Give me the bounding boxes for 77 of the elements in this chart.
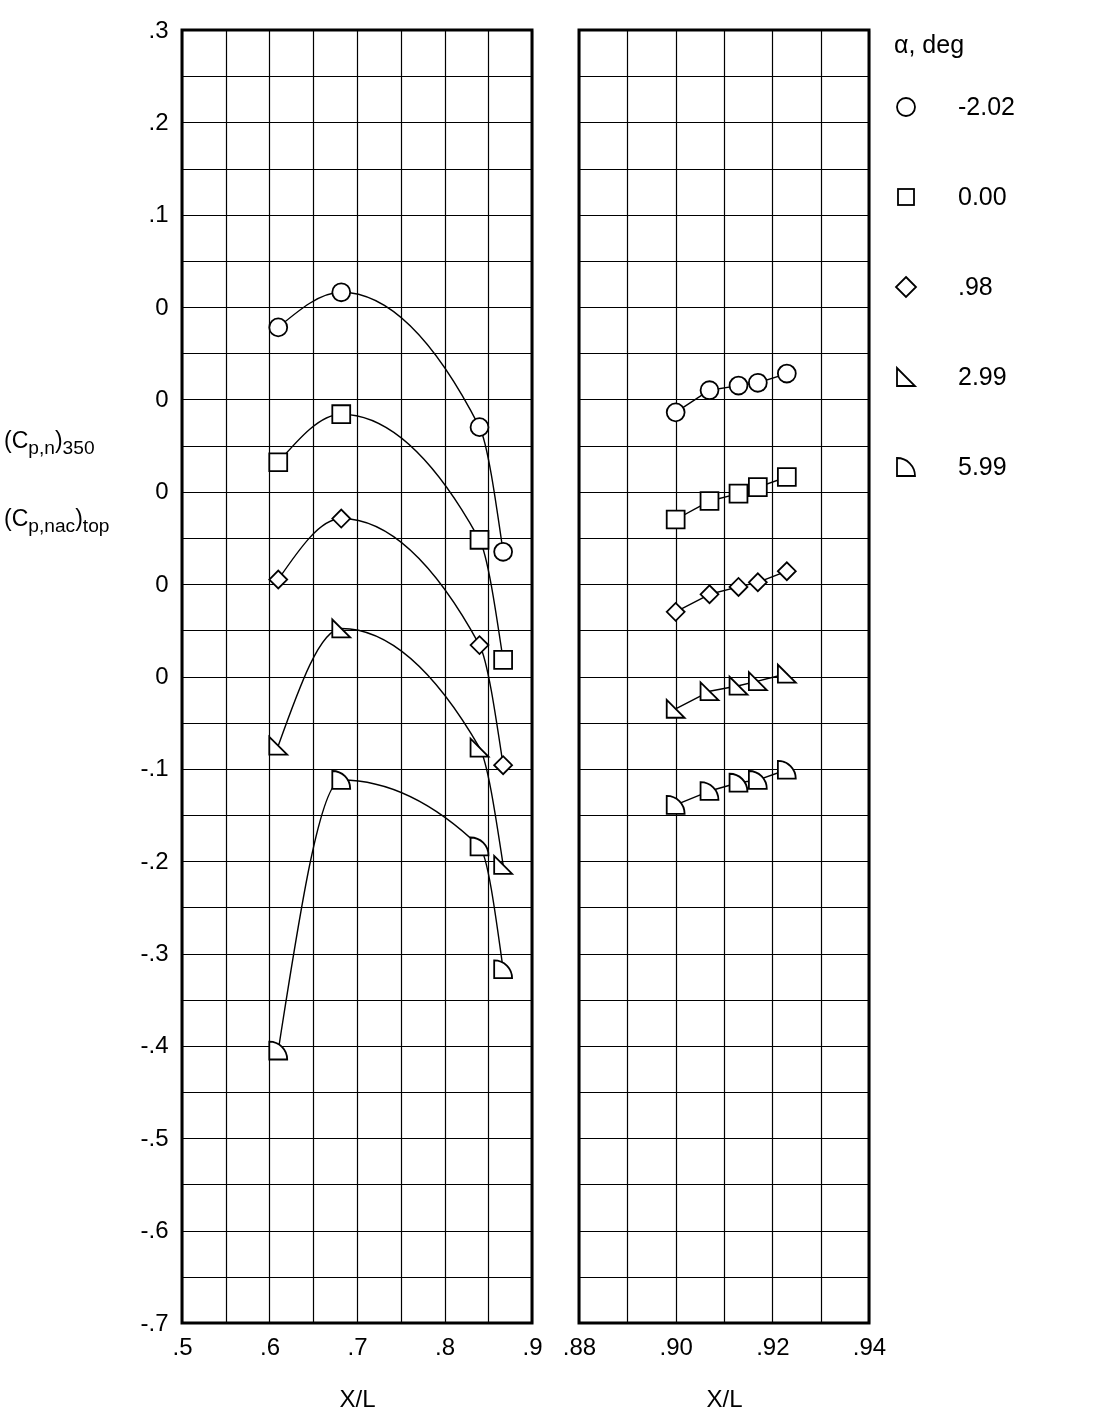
x-tick-label: .88: [562, 1332, 597, 1360]
y-tick-label: -.4: [140, 1031, 169, 1059]
point: [776, 759, 797, 780]
x-tick-label: .5: [172, 1332, 193, 1360]
y-tick-label: -.1: [140, 754, 169, 782]
point: [699, 491, 720, 511]
point: [776, 467, 797, 487]
point: [493, 855, 513, 875]
legend-label: 5.99: [958, 452, 1007, 481]
y2-tick-label: .1: [148, 200, 169, 228]
x-tick-label: .92: [756, 1332, 790, 1360]
x-tick-label: .6: [259, 1332, 281, 1360]
point: [665, 795, 686, 815]
point: [747, 671, 768, 691]
point: [776, 363, 797, 384]
y-tick-label: 0: [155, 292, 169, 320]
point: [728, 375, 749, 396]
x-axis-title: X/L: [706, 1384, 743, 1411]
y-tick-label: 0: [155, 662, 169, 689]
point: [747, 372, 768, 393]
x-tick-label: .94: [852, 1332, 887, 1360]
point: [268, 452, 289, 473]
point: [469, 529, 490, 550]
x-axis-title: X/L: [339, 1384, 376, 1411]
point: [728, 772, 749, 793]
point: [665, 402, 686, 423]
legend-label: 2.99: [958, 362, 1007, 391]
y-tick-label: -.2: [140, 846, 169, 874]
y-tick-label: 0: [155, 477, 169, 505]
point: [699, 681, 720, 702]
legend-label: -2.02: [958, 92, 1015, 121]
point: [493, 650, 513, 670]
point: [747, 770, 768, 790]
point: [268, 317, 289, 338]
x-tick-label: .8: [434, 1332, 456, 1360]
point: [747, 477, 768, 498]
point: [776, 663, 797, 684]
point: [747, 572, 768, 593]
point: [268, 1040, 289, 1061]
x-tick-label: .7: [347, 1332, 368, 1360]
point: [469, 635, 490, 655]
point: [699, 781, 720, 801]
point: [665, 602, 686, 622]
legend-title: α, deg: [894, 30, 966, 59]
x-tick-label: .9: [522, 1332, 543, 1360]
point: [331, 404, 352, 425]
legend-label: 0.00: [958, 182, 1007, 211]
point: [331, 282, 352, 303]
point: [331, 770, 352, 790]
legend-label: .98: [958, 272, 993, 301]
point: [268, 735, 289, 756]
point: [331, 618, 352, 639]
point: [728, 577, 749, 597]
y-tick-label: 0: [155, 384, 169, 412]
y-tick-label: -.6: [140, 1216, 169, 1244]
y-tick-label: 0: [155, 569, 169, 597]
point: [699, 584, 720, 605]
y2-tick-label: .2: [148, 107, 169, 135]
y-tick-label: -.3: [140, 939, 169, 967]
point: [493, 755, 513, 776]
point: [728, 675, 749, 696]
point: [469, 417, 490, 437]
point: [728, 483, 749, 504]
point: [776, 561, 797, 582]
point: [331, 508, 352, 529]
y-tick-label: -.7: [140, 1308, 169, 1336]
point: [493, 541, 513, 562]
text: (C$_{p,n}$)$_{350}$ (C$_{p,nac}$)$_{top}$: [4, 427, 110, 536]
point: [665, 509, 686, 530]
point: [665, 698, 686, 719]
y2-tick-label: .3: [148, 15, 169, 43]
point: [469, 836, 490, 857]
point: [493, 959, 513, 980]
y-tick-label: -.5: [140, 1123, 169, 1151]
point: [469, 737, 490, 758]
point: [699, 380, 720, 401]
x-tick-label: .90: [659, 1332, 693, 1360]
